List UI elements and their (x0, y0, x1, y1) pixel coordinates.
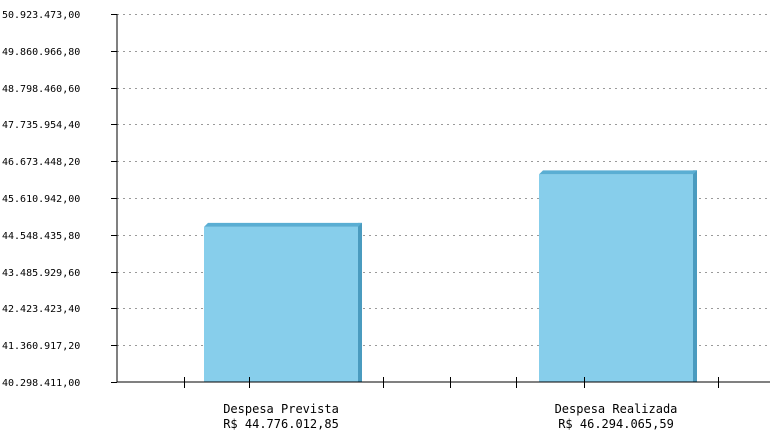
category-label: Despesa Prevista (223, 402, 339, 416)
bar-top (539, 170, 697, 175)
bar (204, 226, 358, 382)
y-tick-label: 40.298.411,00 (2, 378, 80, 389)
y-tick-label: 47.735.954,40 (2, 120, 80, 131)
y-tick-label: 42.423.423,40 (2, 304, 80, 315)
x-ticks (184, 377, 719, 388)
y-tick-labels: 40.298.411,00 41.360.917,20 42.423.423,40 4… (2, 10, 117, 389)
bars (204, 170, 697, 382)
y-tick-label: 43.485.929,60 (2, 268, 80, 279)
y-tick-label: 44.548.435,80 (2, 231, 80, 242)
y-tick-label: 45.610.942,00 (2, 194, 80, 205)
y-tick-label: 48.798.460,60 (2, 84, 80, 95)
bar-top (204, 222, 362, 227)
category-label: Despesa Realizada (555, 402, 678, 416)
y-tick-label: 50.923.473,00 (2, 10, 80, 21)
bar (539, 174, 693, 382)
value-label: R$ 46.294.065,59 (558, 417, 674, 431)
value-label: R$ 44.776.012,85 (223, 417, 339, 431)
bar-side (358, 222, 362, 382)
y-tick-label: 41.360.917,20 (2, 341, 80, 352)
y-tick-label: 46.673.448,20 (2, 157, 80, 168)
bar-side (693, 170, 697, 382)
y-tick-label: 49.860.966,80 (2, 47, 80, 58)
